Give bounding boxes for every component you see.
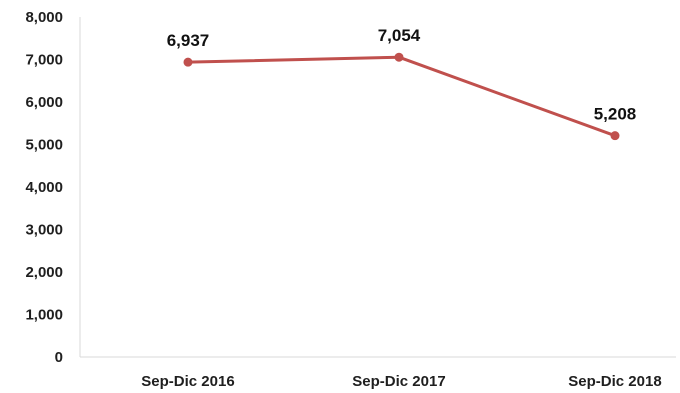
data-point-marker bbox=[610, 131, 620, 141]
y-tick-label: 5,000 bbox=[25, 137, 63, 154]
x-tick-label: Sep-Dic 2017 bbox=[352, 373, 445, 390]
data-point-marker bbox=[394, 52, 404, 62]
data-label: 7,054 bbox=[378, 26, 421, 45]
y-tick-label: 4,000 bbox=[25, 179, 63, 196]
y-axis-ticks: 0 1,000 2,000 3,000 4,000 5,000 6,000 7,000 8,00… bbox=[25, 9, 63, 366]
x-axis-ticks: Sep-Dic 2016 Sep-Dic 2017 Sep-Dic 2018 bbox=[141, 373, 661, 390]
data-label: 6,937 bbox=[167, 31, 210, 50]
series-layer bbox=[183, 52, 620, 141]
series-line bbox=[187, 55, 616, 138]
chart-axes bbox=[79, 17, 676, 358]
y-tick-label: 6,000 bbox=[25, 94, 63, 111]
data-labels-layer: 6,937 7,054 5,208 bbox=[167, 26, 637, 123]
y-tick-label: 8,000 bbox=[25, 9, 63, 26]
y-tick-label: 2,000 bbox=[25, 264, 63, 281]
y-tick-label: 1,000 bbox=[25, 307, 63, 324]
x-tick-label: Sep-Dic 2018 bbox=[568, 373, 661, 390]
y-tick-label: 7,000 bbox=[25, 52, 63, 69]
data-label: 5,208 bbox=[594, 105, 637, 124]
y-tick-label: 3,000 bbox=[25, 222, 63, 239]
data-point-marker bbox=[183, 57, 193, 67]
x-tick-label: Sep-Dic 2016 bbox=[141, 373, 234, 390]
y-tick-label: 0 bbox=[55, 349, 63, 366]
